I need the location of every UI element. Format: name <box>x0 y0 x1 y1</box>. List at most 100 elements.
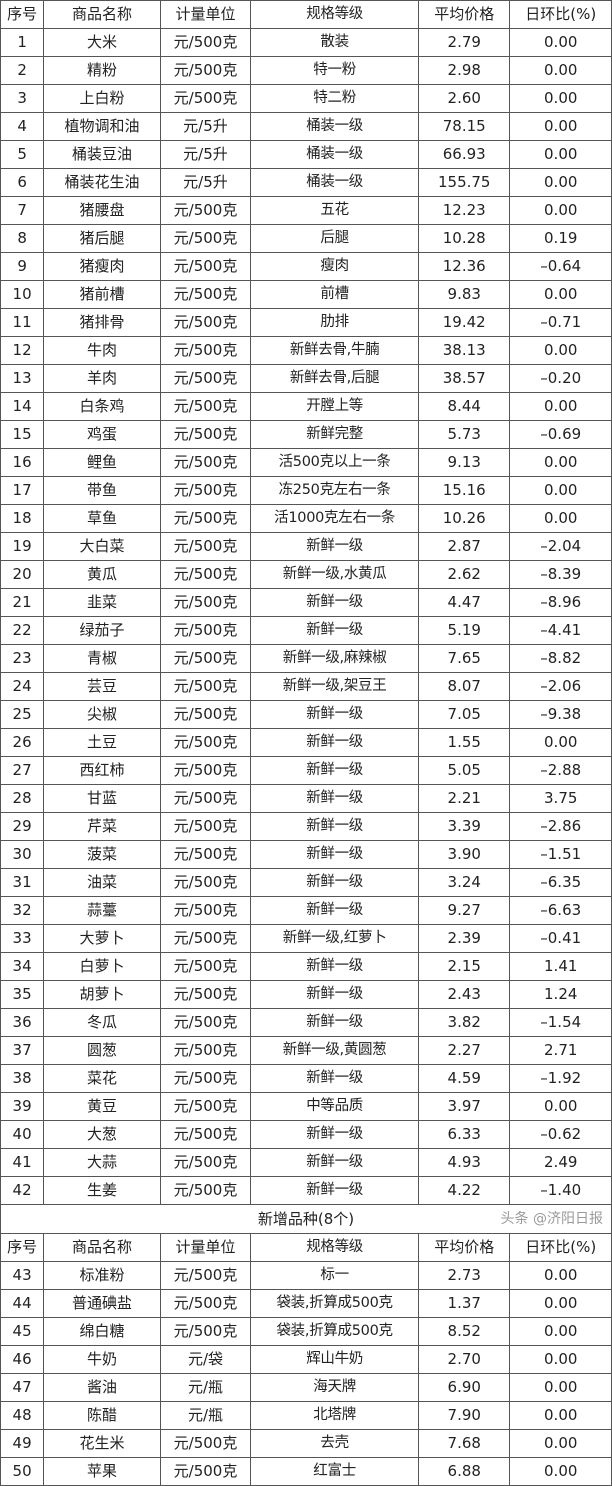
cell-spec: 新鲜一级 <box>250 700 420 729</box>
cell-spec: 五花 <box>250 196 420 225</box>
cell-name: 带鱼 <box>43 476 161 505</box>
table-row: 17 带鱼 元/500克 冻250克左右一条 15.16 0.00 <box>0 476 612 505</box>
cell-change: 0.00 <box>509 1092 612 1121</box>
cell-change: 0.00 <box>509 476 612 505</box>
cell-unit: 元/500克 <box>159 1120 252 1149</box>
cell-change: –8.96 <box>509 588 612 617</box>
cell-change: –2.86 <box>509 812 612 841</box>
cell-index: 11 <box>0 308 45 337</box>
cell-price: 155.75 <box>418 168 511 197</box>
cell-index: 24 <box>0 672 45 701</box>
cell-unit: 元/500克 <box>159 1317 252 1346</box>
cell-index: 36 <box>0 1008 45 1037</box>
cell-spec: 瘦肉 <box>250 252 420 281</box>
cell-price: 4.93 <box>418 1148 511 1177</box>
cell-index: 21 <box>0 588 45 617</box>
cell-change: –2.88 <box>509 756 612 785</box>
cell-unit: 元/500克 <box>159 924 252 953</box>
cell-unit: 元/500克 <box>159 1429 252 1458</box>
table-row: 30 菠菜 元/500克 新鲜一级 3.90 –1.51 <box>0 840 612 869</box>
cell-name: 桶装豆油 <box>43 140 161 169</box>
cell-name: 鲤鱼 <box>43 448 161 477</box>
cell-spec: 新鲜一级 <box>250 1148 420 1177</box>
cell-index: 14 <box>0 392 45 421</box>
cell-change: –1.92 <box>509 1064 612 1093</box>
cell-change: 0.00 <box>509 112 612 141</box>
table-row: 25 尖椒 元/500克 新鲜一级 7.05 –9.38 <box>0 700 612 729</box>
cell-unit: 元/500克 <box>159 1261 252 1290</box>
table-row: 12 牛肉 元/500克 新鲜去骨,牛腩 38.13 0.00 <box>0 336 612 365</box>
table-row: 26 土豆 元/500克 新鲜一级 1.55 0.00 <box>0 728 612 757</box>
cell-unit: 元/500克 <box>159 868 252 897</box>
cell-index: 37 <box>0 1036 45 1065</box>
cell-name: 羊肉 <box>43 364 161 393</box>
cell-index: 3 <box>0 84 45 113</box>
table-row: 19 大白菜 元/500克 新鲜一级 2.87 –2.04 <box>0 532 612 561</box>
cell-change: –2.06 <box>509 672 612 701</box>
cell-name: 菜花 <box>43 1064 161 1093</box>
cell-price: 7.68 <box>418 1429 511 1458</box>
cell-change: 0.00 <box>509 280 612 309</box>
cell-index: 32 <box>0 896 45 925</box>
cell-change: 2.49 <box>509 1148 612 1177</box>
cell-unit: 元/袋 <box>159 1345 252 1374</box>
cell-change: –0.69 <box>509 420 612 449</box>
cell-unit: 元/500克 <box>159 588 252 617</box>
cell-index: 7 <box>0 196 45 225</box>
cell-spec: 桶装一级 <box>250 112 420 141</box>
cell-price: 5.19 <box>418 616 511 645</box>
cell-price: 66.93 <box>418 140 511 169</box>
cell-index: 23 <box>0 644 45 673</box>
cell-name: 植物调和油 <box>43 112 161 141</box>
cell-price: 5.73 <box>418 420 511 449</box>
cell-price: 3.97 <box>418 1092 511 1121</box>
cell-price: 9.13 <box>418 448 511 477</box>
cell-unit: 元/500克 <box>159 336 252 365</box>
cell-name: 猪腰盘 <box>43 196 161 225</box>
cell-change: 0.00 <box>509 1345 612 1374</box>
cell-unit: 元/500克 <box>159 448 252 477</box>
cell-index: 18 <box>0 504 45 533</box>
cell-unit: 元/500克 <box>159 1092 252 1121</box>
cell-unit: 元/500克 <box>159 476 252 505</box>
cell-spec: 红富士 <box>250 1457 420 1486</box>
cell-spec: 新鲜一级,红萝卜 <box>250 924 420 953</box>
cell-name: 韭菜 <box>43 588 161 617</box>
cell-spec: 新鲜一级,黄圆葱 <box>250 1036 420 1065</box>
cell-name: 尖椒 <box>43 700 161 729</box>
cell-price: 8.52 <box>418 1317 511 1346</box>
cell-spec: 新鲜一级 <box>250 812 420 841</box>
table-row: 28 甘蓝 元/500克 新鲜一级 2.21 3.75 <box>0 784 612 813</box>
cell-price: 12.23 <box>418 196 511 225</box>
cell-name: 冬瓜 <box>43 1008 161 1037</box>
cell-index: 16 <box>0 448 45 477</box>
cell-price: 78.15 <box>418 112 511 141</box>
watermark: 头条 @济阳日报 <box>500 1211 603 1227</box>
cell-spec: 袋装,折算成500克 <box>250 1289 420 1318</box>
cell-price: 7.65 <box>418 644 511 673</box>
cell-spec: 新鲜完整 <box>250 420 420 449</box>
cell-unit: 元/500克 <box>159 280 252 309</box>
cell-change: 0.00 <box>509 140 612 169</box>
table-row: 36 冬瓜 元/500克 新鲜一级 3.82 –1.54 <box>0 1008 612 1037</box>
table-row: 23 青椒 元/500克 新鲜一级,麻辣椒 7.65 –8.82 <box>0 644 612 673</box>
cell-name: 上白粉 <box>43 84 161 113</box>
cell-spec: 新鲜一级 <box>250 784 420 813</box>
cell-change: 1.24 <box>509 980 612 1009</box>
cell-spec: 新鲜一级 <box>250 952 420 981</box>
table-row: 46 牛奶 元/袋 辉山牛奶 2.70 0.00 <box>0 1345 612 1374</box>
cell-unit: 元/500克 <box>159 980 252 1009</box>
cell-spec: 特一粉 <box>250 56 420 85</box>
cell-name: 草鱼 <box>43 504 161 533</box>
cell-price: 2.98 <box>418 56 511 85</box>
cell-spec: 袋装,折算成500克 <box>250 1317 420 1346</box>
cell-unit: 元/500克 <box>159 616 252 645</box>
cell-price: 6.33 <box>418 1120 511 1149</box>
cell-change: 0.00 <box>509 1401 612 1430</box>
cell-change: 0.00 <box>509 1457 612 1486</box>
cell-price: 10.26 <box>418 504 511 533</box>
cell-spec: 新鲜一级 <box>250 1064 420 1093</box>
cell-name: 大葱 <box>43 1120 161 1149</box>
cell-spec: 新鲜一级 <box>250 532 420 561</box>
table-row: 44 普通碘盐 元/500克 袋装,折算成500克 1.37 0.00 <box>0 1289 612 1318</box>
